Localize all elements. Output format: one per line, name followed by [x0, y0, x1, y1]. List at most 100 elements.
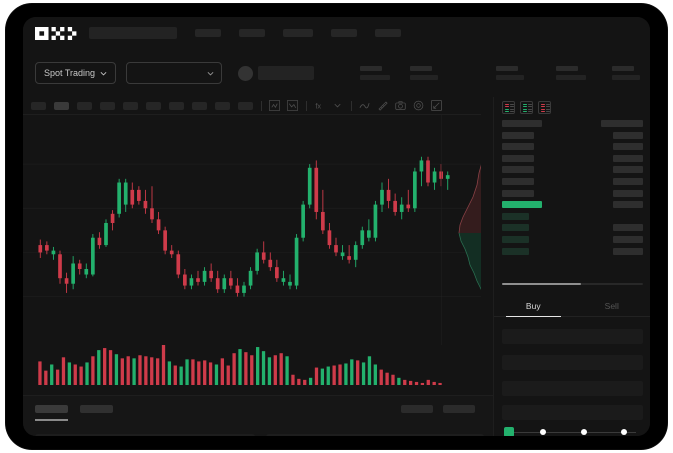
order-book-row-bid[interactable] [494, 224, 650, 232]
device-frame: Spot Trading [6, 4, 667, 449]
stat-value [556, 75, 587, 80]
timeframe-15m[interactable] [77, 101, 92, 110]
bottom-card-left [35, 434, 255, 436]
orders-panel [23, 395, 493, 436]
timeframe-2h[interactable] [146, 101, 161, 110]
order-book-quantity [502, 235, 529, 243]
orderbook-mode-bids[interactable] [520, 101, 533, 114]
order-book-price [613, 224, 643, 232]
action-cancel-all[interactable] [443, 405, 475, 413]
stat-24h-change [360, 66, 391, 80]
ruler-icon[interactable] [377, 100, 388, 111]
timeframe-1m[interactable] [31, 101, 46, 110]
order-book-row-bid[interactable] [494, 247, 650, 255]
pair-avatar [238, 65, 254, 81]
stat-label [360, 66, 383, 71]
timeframe-1w[interactable] [238, 101, 253, 110]
order-book-quantity [502, 120, 542, 127]
ticker-bar: Spot Trading [23, 49, 650, 97]
order-book-quantity [502, 177, 534, 185]
tab-buy-label: Buy [525, 300, 541, 311]
order-book-row-ask[interactable] [494, 177, 650, 185]
active-tab-underline [35, 419, 68, 421]
timeframe-4h[interactable] [169, 101, 184, 110]
nav-link-2[interactable] [239, 29, 265, 37]
camera-icon[interactable] [395, 100, 406, 111]
timeframe-5m[interactable] [54, 101, 69, 110]
order-book-quantity [502, 247, 529, 255]
last-price-value [258, 66, 315, 80]
fullscreen-icon[interactable] [431, 100, 442, 111]
action-hide-other-pairs[interactable] [401, 405, 433, 413]
order-book-price [613, 166, 643, 174]
indicators-icon[interactable]: fx [314, 100, 325, 111]
search-input[interactable] [89, 27, 177, 39]
order-book-quantity [502, 166, 534, 174]
slider-stop-50[interactable] [581, 429, 587, 435]
orderbook-mode-both[interactable] [502, 101, 515, 114]
slider-track [509, 431, 636, 433]
timeframe-6h[interactable] [192, 101, 207, 110]
line-chart-icon[interactable] [287, 100, 298, 111]
price-chart[interactable] [23, 115, 481, 345]
stat-24h-low [496, 66, 525, 80]
top-navigation-bar [23, 17, 650, 49]
nav-link-4[interactable] [331, 29, 357, 37]
candlestick-chart-icon[interactable] [269, 100, 280, 111]
okx-logo[interactable] [35, 26, 77, 40]
order-book-panel: Buy Sell [493, 97, 650, 436]
order-book-row-bid[interactable] [494, 212, 650, 220]
stat-value [496, 75, 525, 80]
total-field[interactable] [502, 405, 643, 420]
volume-chart [23, 335, 481, 397]
amount-percent-slider[interactable] [504, 427, 641, 436]
order-book-rows[interactable] [494, 120, 650, 259]
orderbook-mode-asks[interactable] [538, 101, 551, 114]
chart-toolbar: fx [23, 97, 481, 115]
slider-stop-75[interactable] [621, 429, 627, 435]
stat-24h-volume [556, 66, 587, 80]
spot-trading-label: Spot Trading [44, 68, 96, 78]
order-book-row-ask[interactable] [494, 131, 650, 139]
volume-series [38, 345, 442, 385]
order-book-row-ask[interactable] [494, 166, 650, 174]
order-book-row-bid[interactable] [494, 235, 650, 243]
toolbar-divider [306, 100, 307, 111]
tab-open-orders[interactable] [35, 405, 68, 413]
trend-line-icon[interactable] [359, 100, 370, 111]
tab-sell[interactable]: Sell [573, 295, 651, 316]
nav-link-3[interactable] [283, 29, 313, 37]
order-book-price [613, 131, 643, 139]
slider-stop-25[interactable] [540, 429, 546, 435]
timeframe-1h[interactable] [123, 101, 138, 110]
stat-value [612, 75, 641, 80]
bottom-card-right [266, 434, 484, 436]
order-book-row-header[interactable] [494, 120, 650, 127]
timeframe-1d[interactable] [215, 101, 230, 110]
stat-24h-turnover [612, 66, 641, 80]
nav-link-1[interactable] [195, 29, 221, 37]
chevron-down-icon[interactable] [332, 100, 343, 111]
order-book-row-ask[interactable] [494, 154, 650, 162]
trading-pair-select[interactable] [126, 62, 223, 84]
tab-buy[interactable]: Buy [494, 295, 573, 317]
settings-gear-icon[interactable] [413, 100, 424, 111]
tab-order-history[interactable] [80, 405, 113, 413]
stat-value [410, 75, 439, 80]
slider-handle[interactable] [504, 427, 514, 436]
nav-link-5[interactable] [375, 29, 401, 37]
timeframe-30m[interactable] [100, 101, 115, 110]
order-book-row-current[interactable] [494, 201, 650, 209]
order-book-price [613, 201, 643, 209]
tab-sell-label: Sell [604, 300, 619, 311]
spot-trading-dropdown[interactable]: Spot Trading [35, 62, 117, 84]
order-book-quantity [502, 212, 529, 220]
order-book-row-ask[interactable] [494, 143, 650, 151]
order-type-field[interactable] [502, 329, 643, 344]
order-book-price [613, 247, 643, 255]
price-field[interactable] [502, 355, 643, 370]
order-book-display-modes [502, 101, 551, 114]
order-book-row-ask[interactable] [494, 189, 650, 197]
order-book-scrollbar[interactable] [502, 283, 581, 285]
amount-field[interactable] [502, 381, 643, 396]
